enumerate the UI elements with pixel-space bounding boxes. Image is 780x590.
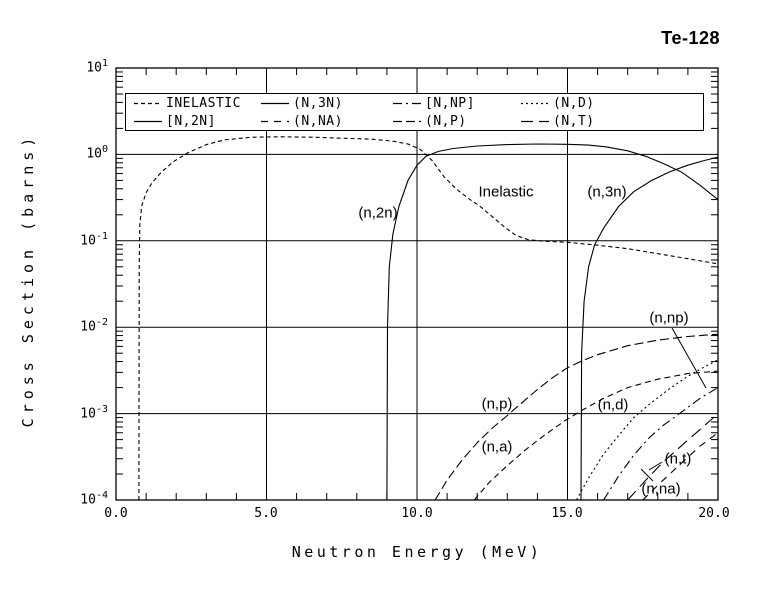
legend: INELASTIC (N,3N) [N,NP] (N,D) [N,2N] (N,… <box>125 93 704 131</box>
chart-title: Te-128 <box>661 28 720 48</box>
y-axis-label: Cross Section (barns) <box>19 132 37 428</box>
gridlines <box>116 68 718 500</box>
curve-label-nd: (n,d) <box>597 396 629 414</box>
annotation-leaders <box>640 327 707 482</box>
legend-line-sample <box>393 120 421 122</box>
legend-label: [N,2N] <box>166 113 216 129</box>
curve-n2n <box>386 143 718 500</box>
x-tick-label: 0.0 <box>104 506 128 521</box>
curve-nnp <box>603 387 718 500</box>
legend-entry-nd: (N,D) <box>520 95 703 112</box>
curve-nna <box>642 432 718 500</box>
plot-frame <box>115 67 719 501</box>
y-tick-label: 10-4 <box>80 490 108 508</box>
legend-entry-n3n: (N,3N) <box>260 95 392 112</box>
legend-entry-np: (N,P) <box>392 113 520 130</box>
y-tick-label: 101 <box>86 58 108 76</box>
curve-label-nnp: (n,np) <box>649 309 689 327</box>
legend-line-sample <box>521 102 549 104</box>
curve-np <box>434 333 718 500</box>
curve-label-n2n: (n,2n) <box>358 204 398 222</box>
legend-label: INELASTIC <box>166 95 241 111</box>
legend-label: (N,P) <box>425 113 467 129</box>
legend-label: (N,3N) <box>293 95 343 111</box>
curve-inelastic <box>138 136 718 500</box>
curve-label-n3n: (n,3n) <box>587 183 627 201</box>
curve-label-nt: (n,t) <box>664 450 692 468</box>
curve-na <box>473 370 718 500</box>
x-tick-label: 20.0 <box>698 506 730 521</box>
x-tick-label: 5.0 <box>254 506 278 521</box>
x-tick-label: 10.0 <box>401 506 433 521</box>
legend-label: (N,D) <box>553 95 595 111</box>
y-tick-label: 10-2 <box>80 317 108 335</box>
y-tick-label: 10-1 <box>80 231 108 249</box>
y-tick-label: 100 <box>86 144 108 162</box>
legend-line-sample <box>134 120 162 122</box>
curves <box>138 136 718 500</box>
curve-label-inelastic: Inelastic <box>478 183 534 201</box>
legend-line-sample <box>134 102 162 104</box>
legend-entry-inelastic: INELASTIC <box>133 95 260 112</box>
legend-line-sample <box>521 120 549 122</box>
curve-label-nna: (n,na) <box>641 480 681 498</box>
y-tick-label: 10-3 <box>80 404 108 422</box>
legend-entry-n2n: [N,2N] <box>133 113 260 130</box>
legend-line-sample <box>393 102 421 104</box>
axis-ticks <box>116 68 718 500</box>
curve-label-np: (n,p) <box>481 395 513 413</box>
legend-label: (N,NA) <box>293 113 343 129</box>
curve-n3n <box>580 156 718 500</box>
legend-line-sample <box>261 120 289 122</box>
legend-label: [N,NP] <box>425 95 475 111</box>
curve-label-na: (n,a) <box>481 438 513 456</box>
legend-entry-nna: (N,NA) <box>260 113 392 130</box>
legend-entry-nnp: [N,NP] <box>392 95 520 112</box>
legend-line-sample <box>261 102 289 104</box>
legend-entry-nt: (N,T) <box>520 113 703 130</box>
x-axis-label: Neutron Energy (MeV) <box>291 543 543 561</box>
curve-nt <box>627 413 718 500</box>
legend-label: (N,T) <box>553 113 595 129</box>
x-tick-label: 15.0 <box>551 506 583 521</box>
